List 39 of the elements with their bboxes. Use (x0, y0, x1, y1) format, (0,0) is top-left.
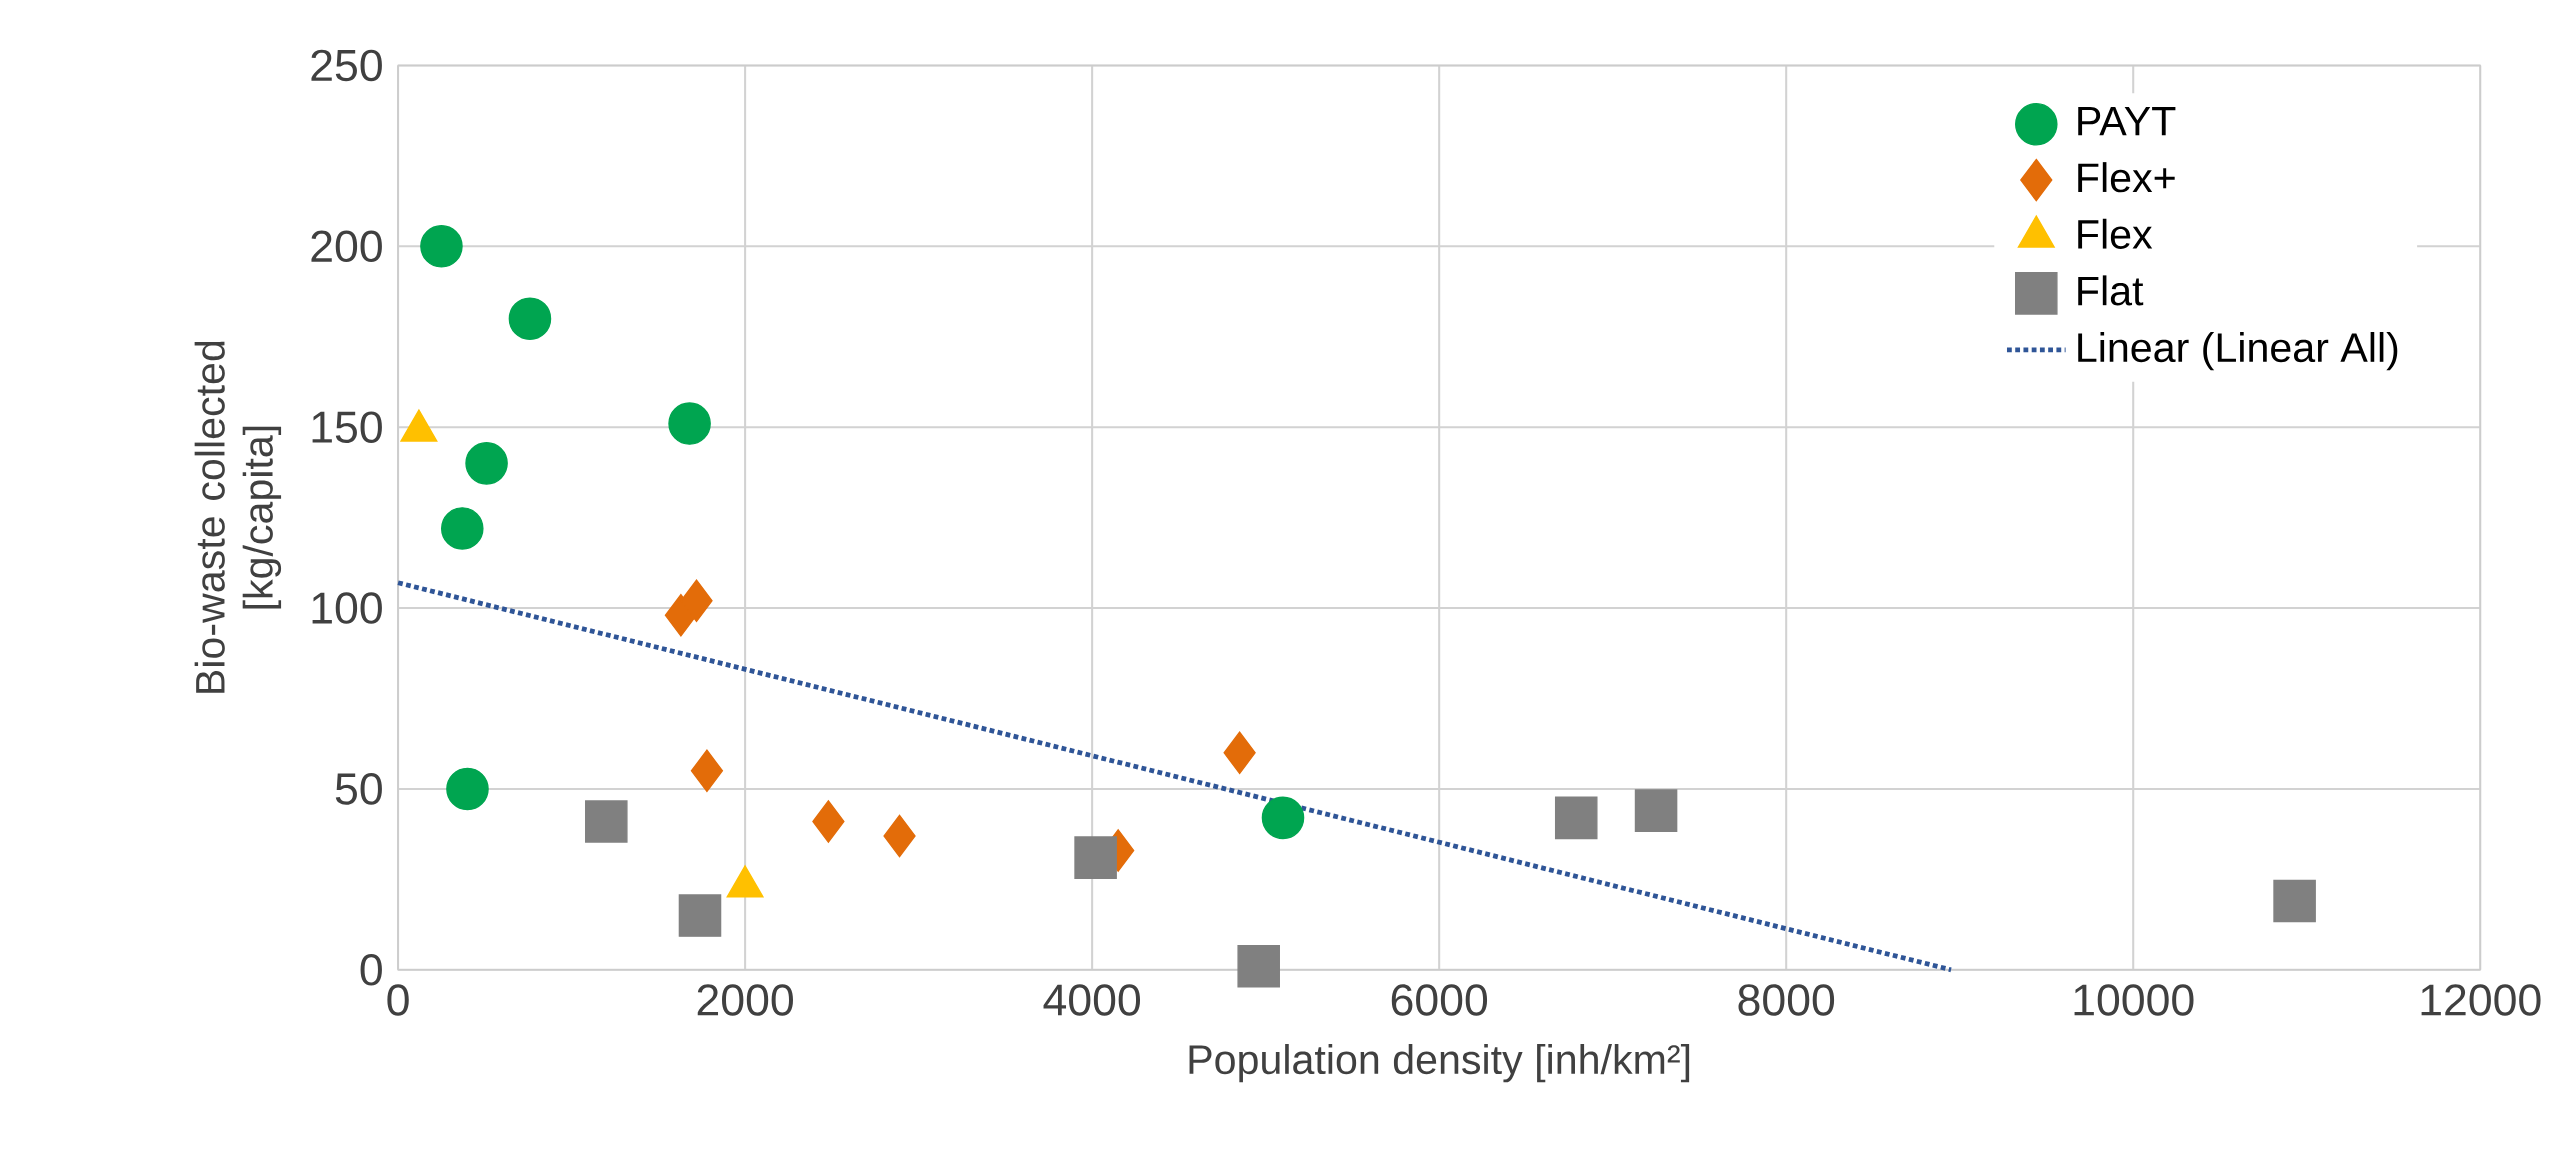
legend-label: Flex+ (2078, 161, 2175, 193)
point (680, 579, 713, 622)
point (465, 441, 508, 485)
point (1634, 789, 1678, 832)
legend-label: Linear (Linear All) (2078, 331, 2398, 371)
point (690, 749, 724, 792)
point (1261, 796, 1305, 839)
y-tick-label: 100 (312, 592, 382, 624)
point (668, 402, 711, 445)
x-tick-label: 6000 (1391, 984, 1488, 1016)
point (678, 894, 722, 937)
y-tick-label: 0 (360, 953, 382, 986)
point (1223, 731, 1256, 774)
y-tick-label: 150 (312, 411, 382, 443)
x-tick-label: 2000 (697, 984, 793, 1016)
point (883, 814, 916, 858)
y-tick-label: 200 (311, 230, 382, 262)
point (420, 224, 463, 268)
y-tick-label: 50 (335, 772, 382, 805)
x-tick-label: 12000 (2421, 984, 2541, 1016)
legend-label: Flex (2078, 218, 2153, 249)
point (585, 800, 628, 843)
point (441, 507, 484, 550)
x-tick-label: 0 (387, 984, 409, 1016)
point (1554, 796, 1598, 839)
point (1074, 836, 1117, 879)
point (446, 767, 489, 811)
point (2273, 879, 2316, 923)
legend-label: Flat (2078, 275, 2144, 306)
legend-label: PAYT (2078, 106, 2176, 136)
y-tick-label: 250 (311, 49, 382, 82)
y-axis-title: Bio-waste collected [kg/capita] (194, 341, 282, 693)
point (508, 297, 552, 340)
x-axis-title: Population density [inh/km²] (1189, 1043, 1690, 1083)
point (812, 800, 845, 843)
point (1237, 944, 1280, 988)
x-tick-label: 8000 (1738, 984, 1835, 1016)
x-tick-label: 10000 (2074, 984, 2194, 1016)
x-tick-label: 4000 (1043, 984, 1141, 1016)
